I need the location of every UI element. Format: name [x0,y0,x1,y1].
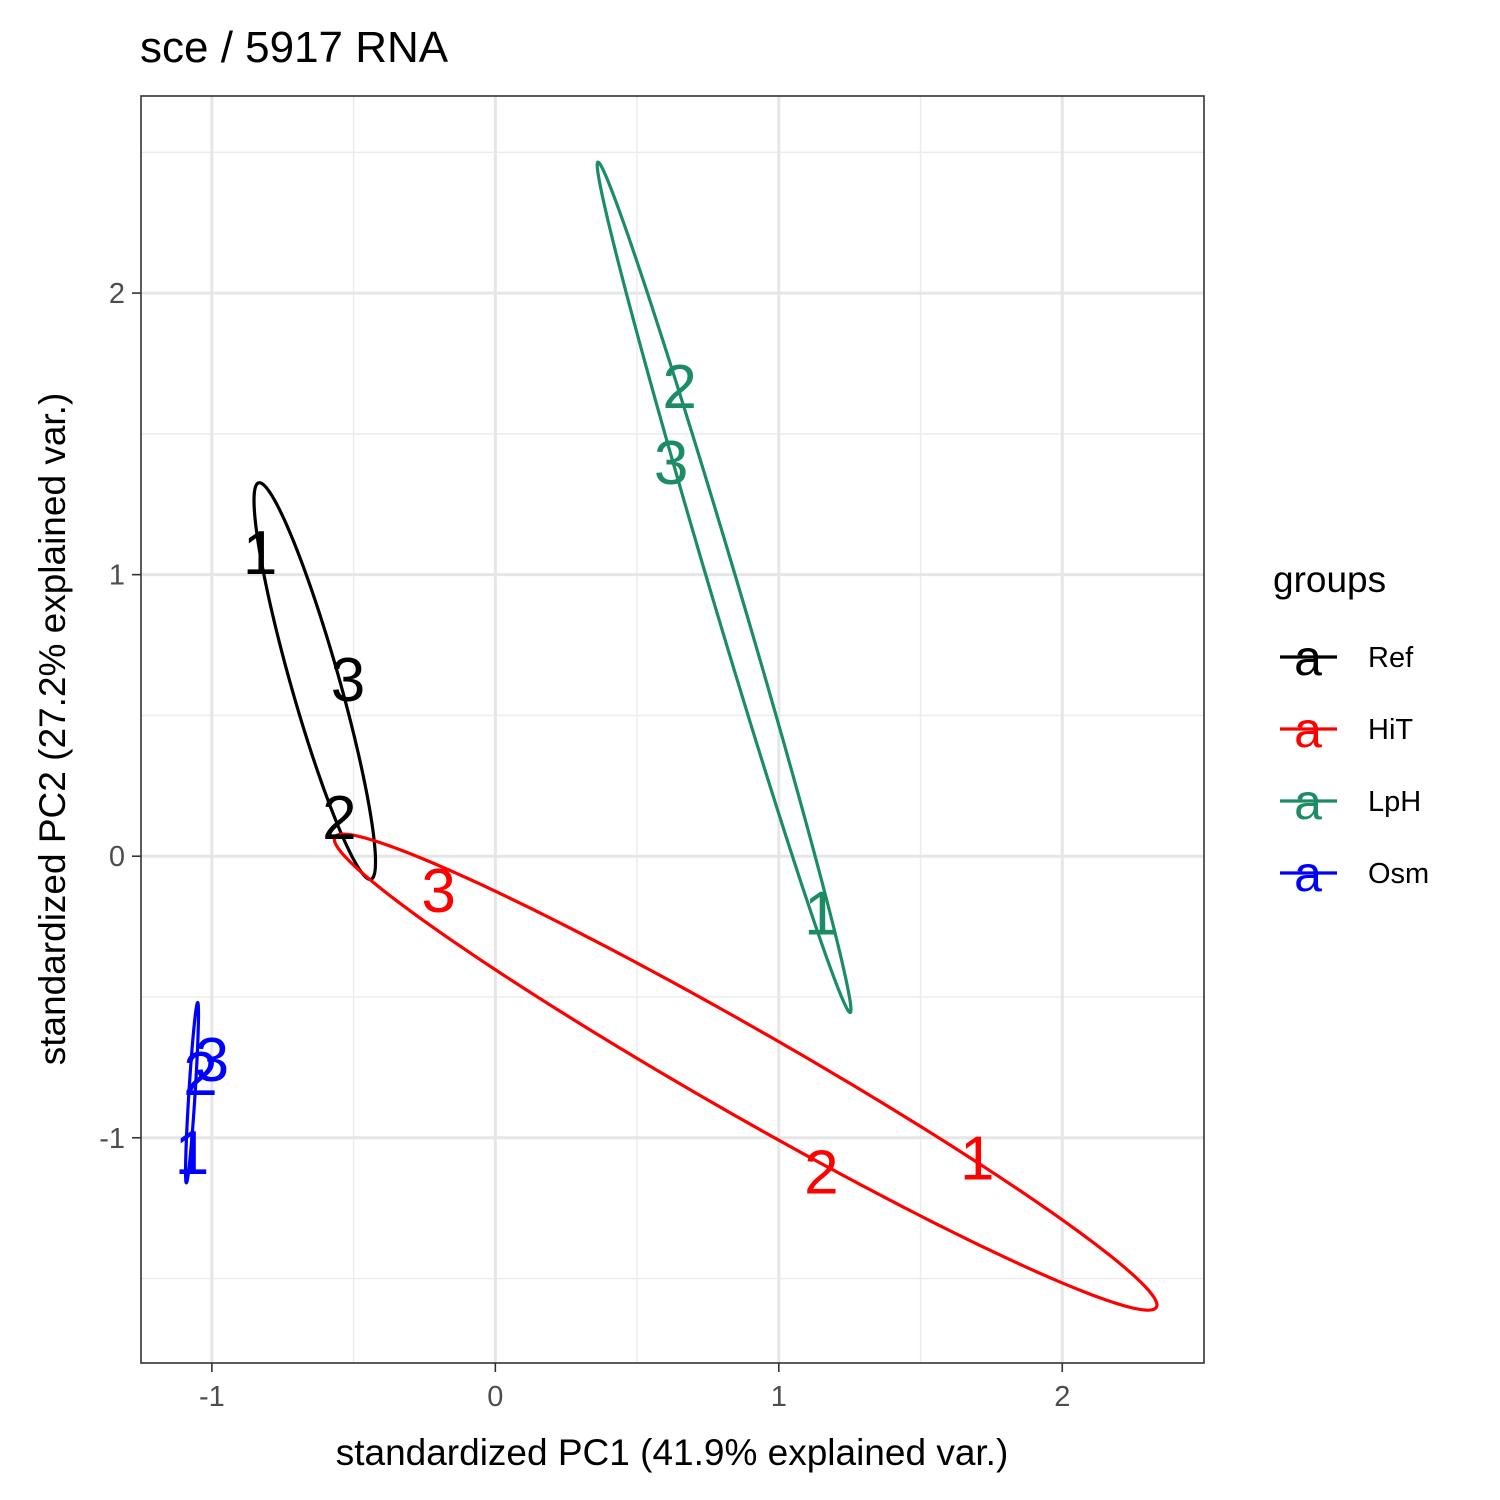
point-label-osm: 2 [183,1040,217,1109]
ellipses [183,160,1159,1312]
y-tick-label: 2 [109,278,125,310]
point-label-lph: 1 [804,880,838,949]
legend-label: Osm [1368,858,1429,890]
ellipse-hit [332,832,1159,1312]
point-label-hit: 2 [804,1139,838,1208]
point-label-hit: 1 [960,1124,994,1193]
legend: groups a Ref a HiT a LpH a Osm [1273,559,1429,902]
point-label-lph: 2 [662,353,696,422]
ellipse-lph [595,160,853,1015]
legend-label: Ref [1368,642,1414,674]
x-axis-title: standardized PC1 (41.9% explained var.) [336,1432,1009,1473]
y-tick-label: 1 [109,560,125,592]
x-tick-label: -1 [199,1381,225,1413]
legend-label: HiT [1368,714,1413,746]
x-axis: -1 0 1 2 [199,1363,1070,1413]
chart-title: sce / 5917 RNA [140,23,449,72]
point-label-ref: 3 [331,646,365,715]
point-label-osm: 3 [195,1026,229,1095]
point-label-ref: 1 [243,519,277,588]
point-label-hit: 3 [421,857,455,926]
y-axis-title: standardized PC2 (27.2% explained var.) [32,393,73,1066]
x-tick-label: 1 [771,1381,787,1413]
point-label-lph: 3 [654,429,688,498]
legend-item-hit: a HiT [1280,702,1413,758]
legend-items: a Ref a HiT a LpH a Osm [1280,630,1429,902]
x-tick-label: 0 [487,1381,503,1413]
y-axis: -1 0 1 2 [99,278,141,1155]
panel-border [140,95,1205,1364]
grid-minor [141,96,1204,1363]
point-label-osm: 1 [175,1119,209,1188]
legend-item-lph: a LpH [1280,774,1421,830]
legend-label: LpH [1368,786,1421,818]
ellipse-osm [183,1000,201,1185]
legend-title: groups [1273,559,1386,600]
legend-item-ref: a Ref [1280,630,1414,686]
x-tick-label: 2 [1054,1381,1070,1413]
legend-item-osm: a Osm [1280,846,1429,902]
point-label-ref: 2 [322,784,356,853]
panel-background [141,96,1204,1363]
y-tick-label: 0 [109,841,125,873]
y-tick-label: -1 [99,1123,125,1155]
